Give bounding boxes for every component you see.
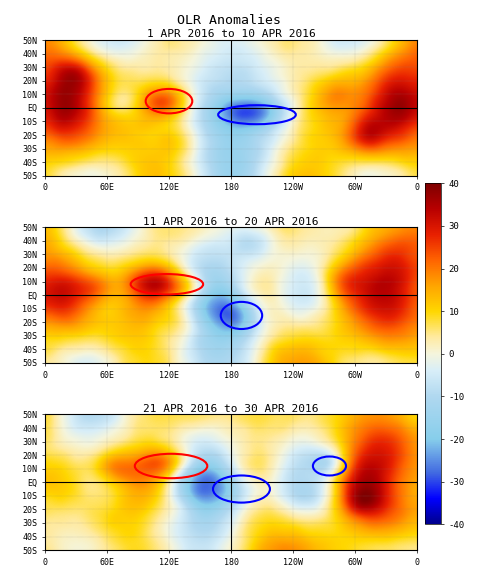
Title: 1 APR 2016 to 10 APR 2016: 1 APR 2016 to 10 APR 2016: [147, 29, 316, 40]
Title: 21 APR 2016 to 30 APR 2016: 21 APR 2016 to 30 APR 2016: [143, 403, 319, 414]
Title: 11 APR 2016 to 20 APR 2016: 11 APR 2016 to 20 APR 2016: [143, 217, 319, 226]
Text: OLR Anomalies: OLR Anomalies: [176, 14, 281, 28]
